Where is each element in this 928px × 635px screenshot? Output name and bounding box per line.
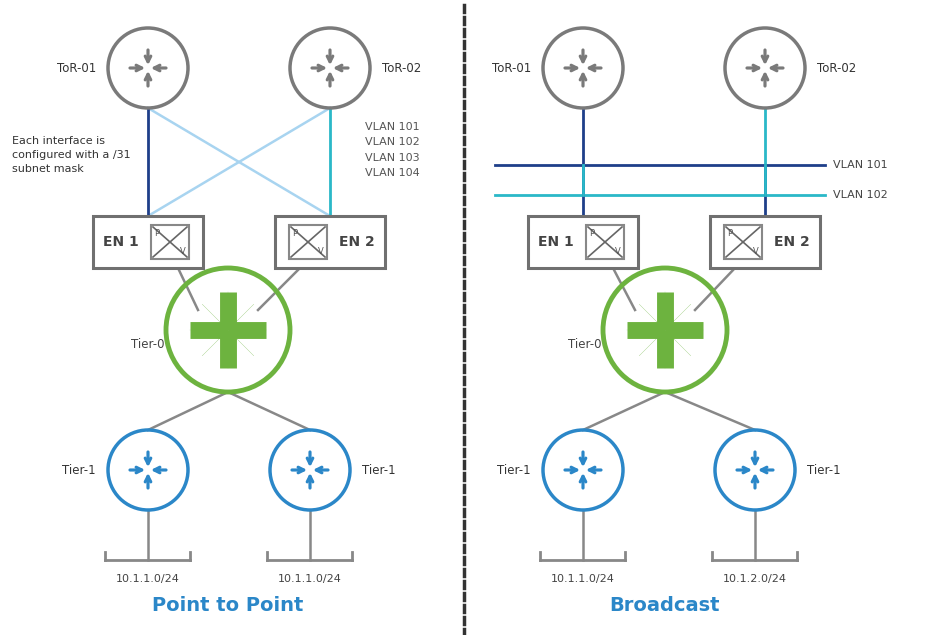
Text: EN 2: EN 2 bbox=[773, 235, 809, 249]
Text: ToR-02: ToR-02 bbox=[816, 62, 856, 74]
Text: Tier-1: Tier-1 bbox=[62, 464, 96, 476]
Text: Tier-0: Tier-0 bbox=[131, 338, 164, 352]
Text: ToR-02: ToR-02 bbox=[381, 62, 420, 74]
FancyBboxPatch shape bbox=[723, 225, 761, 259]
Text: EN 1: EN 1 bbox=[537, 235, 574, 249]
Text: ToR-01: ToR-01 bbox=[57, 62, 96, 74]
Text: Broadcast: Broadcast bbox=[609, 596, 719, 615]
FancyBboxPatch shape bbox=[586, 225, 624, 259]
Text: P: P bbox=[154, 229, 160, 237]
Text: ToR-01: ToR-01 bbox=[491, 62, 531, 74]
FancyBboxPatch shape bbox=[151, 225, 188, 259]
Text: V: V bbox=[753, 246, 758, 255]
Text: EN 1: EN 1 bbox=[103, 235, 138, 249]
Text: Each interface is
configured with a /31
subnet mask: Each interface is configured with a /31 … bbox=[12, 136, 131, 174]
FancyBboxPatch shape bbox=[709, 216, 819, 268]
Text: P: P bbox=[727, 229, 732, 237]
Text: 10.1.1.0/24: 10.1.1.0/24 bbox=[277, 574, 342, 584]
FancyBboxPatch shape bbox=[527, 216, 638, 268]
Text: EN 2: EN 2 bbox=[339, 235, 375, 249]
Text: P: P bbox=[292, 229, 297, 237]
Text: V: V bbox=[180, 246, 186, 255]
Text: Tier-1: Tier-1 bbox=[362, 464, 395, 476]
FancyBboxPatch shape bbox=[289, 225, 327, 259]
Text: V: V bbox=[614, 246, 620, 255]
Text: Tier-1: Tier-1 bbox=[806, 464, 840, 476]
Text: P: P bbox=[588, 229, 594, 237]
FancyBboxPatch shape bbox=[93, 216, 203, 268]
Text: Tier-1: Tier-1 bbox=[496, 464, 531, 476]
FancyBboxPatch shape bbox=[275, 216, 384, 268]
Text: 10.1.1.0/24: 10.1.1.0/24 bbox=[116, 574, 180, 584]
Text: 10.1.2.0/24: 10.1.2.0/24 bbox=[722, 574, 786, 584]
Text: V: V bbox=[317, 246, 324, 255]
Text: VLAN 101: VLAN 101 bbox=[832, 160, 886, 170]
Text: Tier-0: Tier-0 bbox=[568, 338, 601, 352]
Text: Point to Point: Point to Point bbox=[152, 596, 303, 615]
Text: 10.1.1.0/24: 10.1.1.0/24 bbox=[550, 574, 614, 584]
Text: VLAN 101
VLAN 102
VLAN 103
VLAN 104: VLAN 101 VLAN 102 VLAN 103 VLAN 104 bbox=[365, 121, 419, 178]
Text: VLAN 102: VLAN 102 bbox=[832, 190, 887, 200]
